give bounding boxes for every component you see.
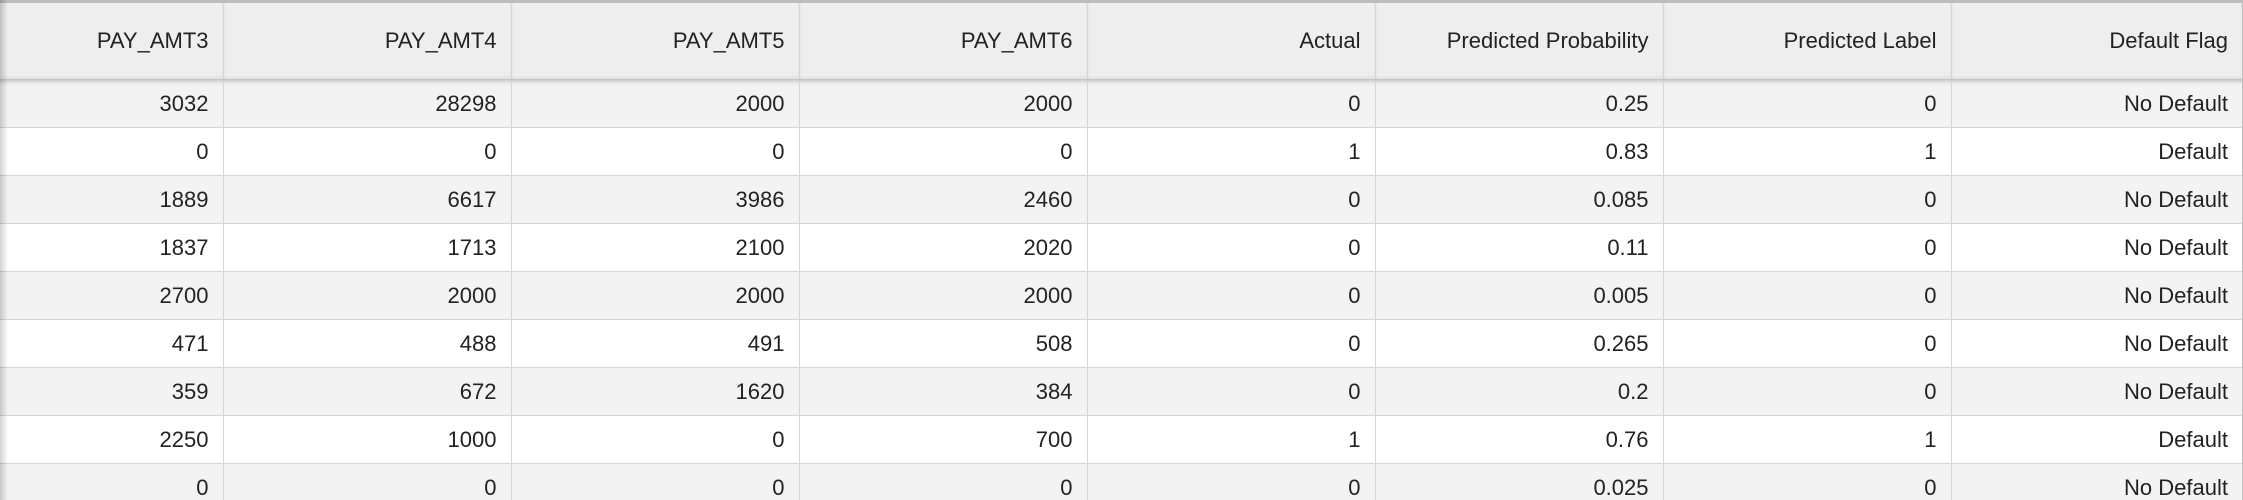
table-cell: 0 (1663, 367, 1952, 416)
table-cell: 28298 (223, 79, 512, 128)
table-cell: 2700 (0, 271, 224, 320)
table-cell: 0 (1087, 175, 1376, 224)
table-cell: No Default (1951, 79, 2243, 128)
table-cell: 0 (1087, 463, 1376, 500)
table-cell: 0 (1663, 271, 1952, 320)
table-cell: 1 (1663, 127, 1952, 176)
column-header-actual[interactable]: Actual (1087, 0, 1376, 80)
column-header-pay-amt4[interactable]: PAY_AMT4 (223, 0, 512, 80)
table-cell: 0 (1087, 223, 1376, 272)
table-cell: 488 (223, 319, 512, 368)
table-cell: 1 (1663, 415, 1952, 464)
table-cell: No Default (1951, 223, 2243, 272)
table-cell: 672 (223, 367, 512, 416)
table-cell: 0.085 (1375, 175, 1664, 224)
table-cell: 0.25 (1375, 79, 1664, 128)
table-cell: 491 (511, 319, 800, 368)
table-cell: 0 (511, 463, 800, 500)
table-cell: 384 (799, 367, 1088, 416)
table-cell: 1713 (223, 223, 512, 272)
table-cell: 0.11 (1375, 223, 1664, 272)
table-cell: 0.265 (1375, 319, 1664, 368)
table-cell: No Default (1951, 463, 2243, 500)
table-cell: 1889 (0, 175, 224, 224)
table-row[interactable]: 359 672 1620 384 0 0.2 0 No Default (0, 367, 2243, 416)
table-cell: 2000 (511, 271, 800, 320)
table-row[interactable]: 2250 1000 0 700 1 0.76 1 Default (0, 415, 2243, 464)
table-cell: 700 (799, 415, 1088, 464)
table-cell: 0 (1663, 223, 1952, 272)
table-cell: Default (1951, 415, 2243, 464)
table-cell: 3986 (511, 175, 800, 224)
table-row[interactable]: 471 488 491 508 0 0.265 0 No Default (0, 319, 2243, 368)
table-cell: 0.76 (1375, 415, 1664, 464)
table-cell: 1000 (223, 415, 512, 464)
table-cell: 2020 (799, 223, 1088, 272)
table-cell: No Default (1951, 271, 2243, 320)
table-cell: 2000 (799, 271, 1088, 320)
table-cell: 1620 (511, 367, 800, 416)
table-row[interactable]: 3032 28298 2000 2000 0 0.25 0 No Default (0, 79, 2243, 128)
table-cell: 1 (1087, 415, 1376, 464)
table-cell: 0 (1663, 463, 1952, 500)
column-header-predicted-label[interactable]: Predicted Label (1663, 0, 1952, 80)
table-cell: 0 (511, 127, 800, 176)
column-header-predicted-probability[interactable]: Predicted Probability (1375, 0, 1664, 80)
table-cell: 0.025 (1375, 463, 1664, 500)
table-cell: 0 (223, 127, 512, 176)
table-cell: 2250 (0, 415, 224, 464)
table-cell: 359 (0, 367, 224, 416)
table-cell: 0 (0, 127, 224, 176)
table-cell: 2000 (511, 79, 800, 128)
table-cell: 0 (0, 463, 224, 500)
header-row: PAY_AMT3 PAY_AMT4 PAY_AMT5 PAY_AMT6 Actu… (0, 0, 2243, 80)
table-cell: No Default (1951, 319, 2243, 368)
column-header-pay-amt6[interactable]: PAY_AMT6 (799, 0, 1088, 80)
table-cell: 3032 (0, 79, 224, 128)
table-row[interactable]: 2700 2000 2000 2000 0 0.005 0 No Default (0, 271, 2243, 320)
table-row[interactable]: 0 0 0 0 1 0.83 1 Default (0, 127, 2243, 176)
table-cell: 0 (1663, 319, 1952, 368)
column-header-pay-amt3[interactable]: PAY_AMT3 (0, 0, 224, 80)
column-header-pay-amt5[interactable]: PAY_AMT5 (511, 0, 800, 80)
table-cell: 0 (799, 463, 1088, 500)
column-header-default-flag[interactable]: Default Flag (1951, 0, 2243, 80)
table-cell: 2000 (799, 79, 1088, 128)
table-cell: 0 (1087, 367, 1376, 416)
table-cell: 2460 (799, 175, 1088, 224)
table-cell: No Default (1951, 367, 2243, 416)
table-cell: No Default (1951, 175, 2243, 224)
table-cell: 508 (799, 319, 1088, 368)
table-cell: 1837 (0, 223, 224, 272)
table-cell: 0 (1663, 79, 1952, 128)
table-cell: 0 (1087, 271, 1376, 320)
table-cell: 0 (511, 415, 800, 464)
table-row[interactable]: 0 0 0 0 0 0.025 0 No Default (0, 463, 2243, 500)
table-cell: 0 (1663, 175, 1952, 224)
table-cell: 1 (1087, 127, 1376, 176)
table-cell: 6617 (223, 175, 512, 224)
table-cell: 0.2 (1375, 367, 1664, 416)
table-cell: 0.005 (1375, 271, 1664, 320)
table-cell: 0 (223, 463, 512, 500)
table-cell: 0 (1087, 79, 1376, 128)
table-cell: 0 (799, 127, 1088, 176)
table-cell: Default (1951, 127, 2243, 176)
table-cell: 0 (1087, 319, 1376, 368)
table-cell: 2100 (511, 223, 800, 272)
table-row[interactable]: 1837 1713 2100 2020 0 0.11 0 No Default (0, 223, 2243, 272)
table-row[interactable]: 1889 6617 3986 2460 0 0.085 0 No Default (0, 175, 2243, 224)
table-cell: 0.83 (1375, 127, 1664, 176)
table-cell: 471 (0, 319, 224, 368)
table-cell: 2000 (223, 271, 512, 320)
